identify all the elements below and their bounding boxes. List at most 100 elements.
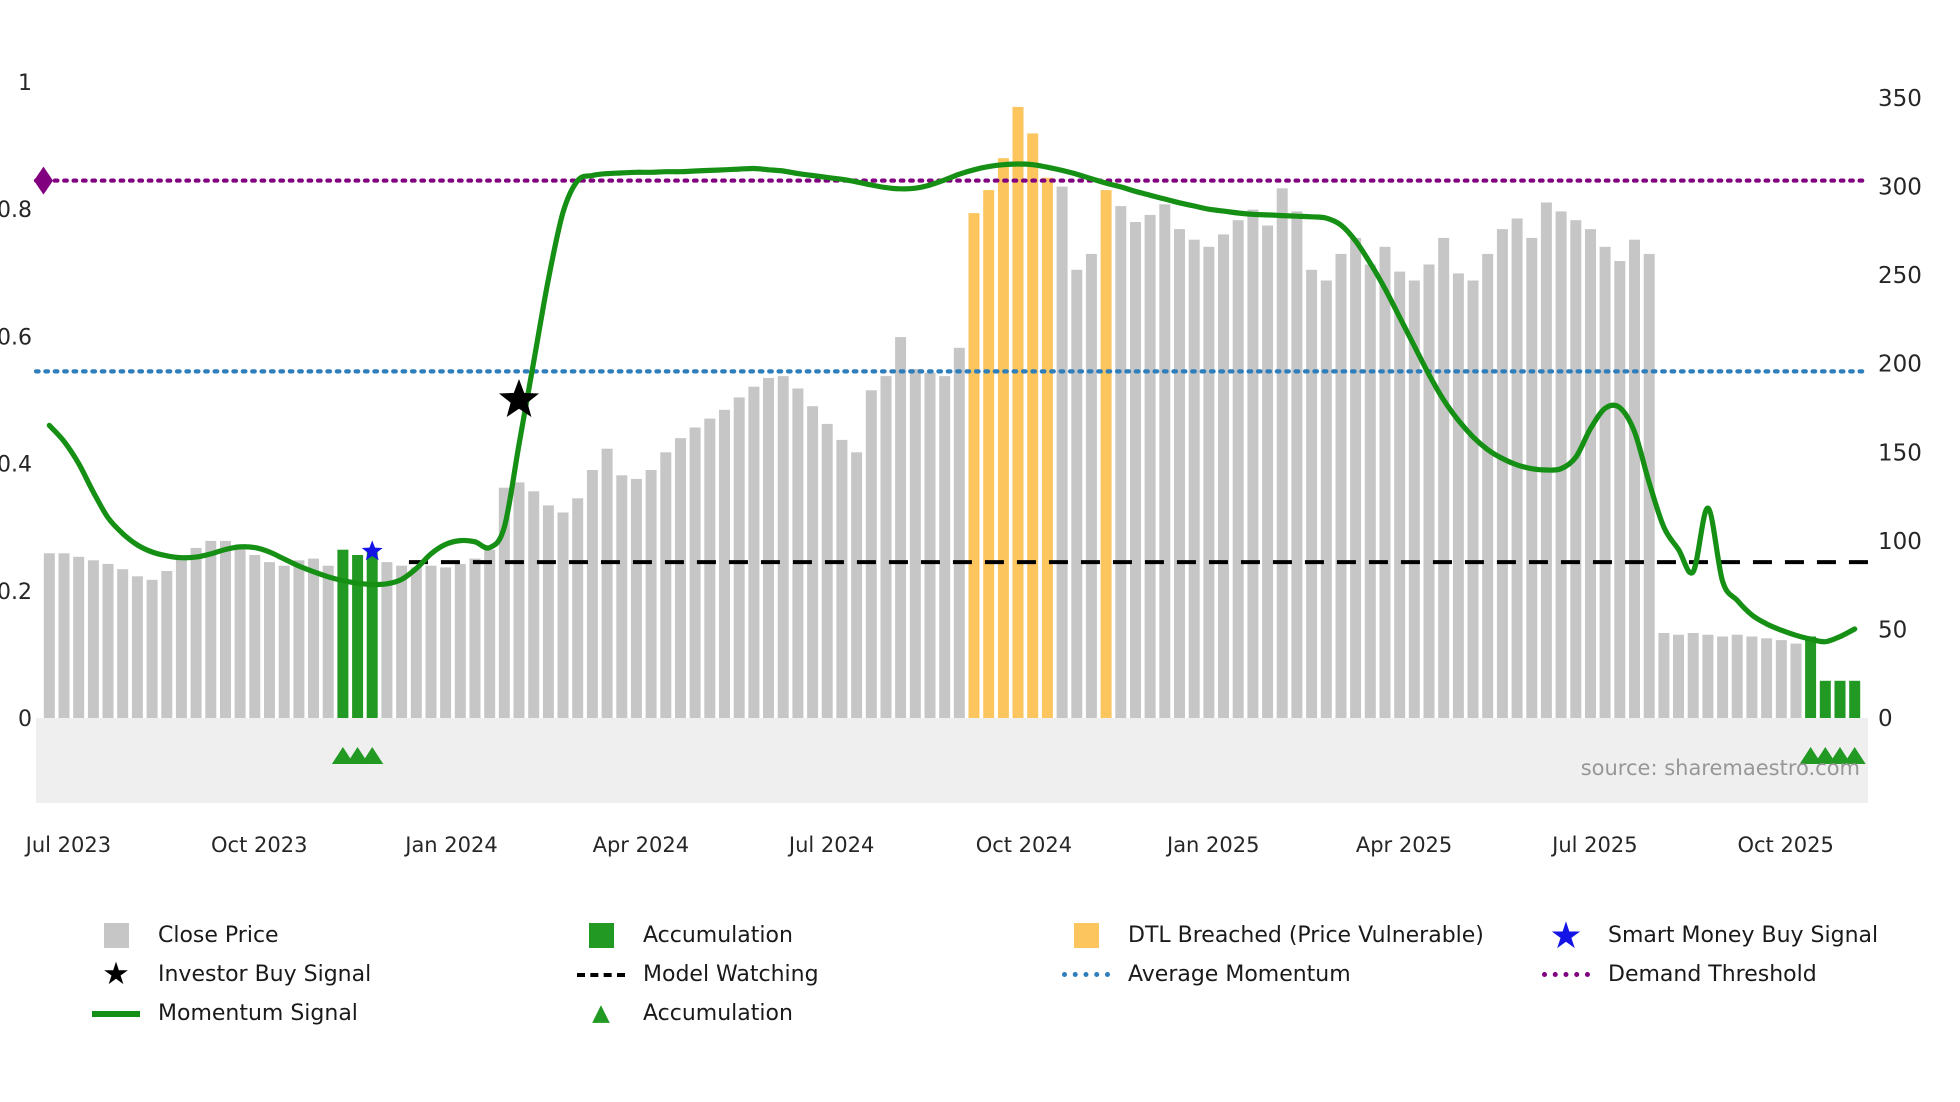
close-price-bar — [528, 491, 540, 718]
accumulation-triangle-icon — [1828, 747, 1851, 764]
close-price-bar — [1570, 220, 1582, 718]
close-price-bar — [807, 406, 819, 718]
close-price-bar — [1673, 634, 1684, 718]
legend-item-investor-buy-signal: ★ Investor Buy Signal — [90, 955, 371, 994]
source-attribution: source: sharemaestro.com — [1580, 756, 1860, 780]
close-price-bar — [953, 347, 965, 718]
close-price-bar — [264, 562, 275, 718]
close-price-bar — [1291, 211, 1303, 718]
close-price-bar — [675, 438, 686, 718]
purple-dotted-line-icon — [1540, 957, 1592, 993]
close-price-bar — [87, 560, 99, 718]
close-price-bar — [425, 565, 437, 718]
accumulation-triangles — [331, 747, 1866, 764]
close-price-bar — [704, 418, 716, 718]
close-price-bar — [308, 558, 319, 718]
close-price-bar — [381, 562, 393, 718]
right-axis-tick-label: 50 — [1878, 617, 1907, 643]
left-axis-tick-label: 0.6 — [0, 325, 32, 350]
close-price-bar — [1320, 280, 1332, 718]
close-price-bar — [58, 553, 70, 718]
chart-canvas: 0 0.2 0.4 0.6 0.8 1 0 50 100 150 200 250 300 350 Jul 2… — [0, 71, 1922, 857]
legend-item-model-watching: Model Watching — [575, 955, 819, 994]
left-axis-tick-label: 0.8 — [0, 198, 32, 223]
x-axis-tick-label: Jul 2025 — [1550, 833, 1637, 857]
close-price-swatch-icon — [90, 918, 142, 954]
close-price-bar — [1452, 273, 1464, 718]
momentum-signal-line — [46, 161, 1858, 645]
right-axis-tick-label: 300 — [1878, 175, 1922, 201]
close-price-bar — [763, 377, 774, 718]
close-price-bar — [924, 372, 936, 718]
green-triangle-icon: ▲ — [592, 1000, 610, 1026]
close-price-bar — [1085, 253, 1097, 718]
close-price-bar — [1482, 253, 1494, 718]
close-price-bar — [190, 547, 202, 718]
x-axis: Jul 2023 Oct 2023 Jan 2024 Apr 2024 Jul 2024… — [24, 833, 1834, 857]
close-price-bar — [733, 397, 745, 718]
accumulation-bar — [337, 549, 349, 718]
close-price-bar — [719, 409, 730, 718]
close-price-bar — [586, 470, 598, 718]
accumulation-bar — [1849, 680, 1861, 718]
legend-column-2: Accumulation Model Watching ▲ Accumulati… — [575, 916, 819, 1033]
accumulation-bar — [1805, 636, 1817, 718]
close-price-bar — [1467, 280, 1479, 718]
right-axis-tick-label: 350 — [1878, 86, 1922, 112]
close-price-bar — [865, 390, 877, 718]
close-price-bar — [513, 482, 525, 718]
close-price-bar — [1585, 229, 1596, 718]
close-price-bar — [645, 470, 657, 718]
close-price-bar — [43, 553, 55, 718]
close-price-bar — [440, 567, 452, 718]
close-price-bar — [146, 579, 158, 718]
close-price-bar — [689, 427, 701, 718]
close-price-bar — [220, 540, 231, 718]
close-price-bar — [131, 576, 143, 718]
accumulation-triangle-icon — [1799, 747, 1822, 764]
orange-square-icon — [1060, 918, 1112, 954]
close-price-bar — [322, 565, 334, 718]
close-price-bar — [616, 475, 628, 718]
close-price-bar — [1599, 246, 1611, 719]
right-axis-tick-label: 250 — [1878, 263, 1922, 289]
close-price-bar — [542, 505, 554, 718]
close-price-bar — [851, 452, 863, 718]
legend-column-3: DTL Breached (Price Vulnerable) Average … — [1060, 916, 1484, 994]
black-dash-icon — [575, 957, 627, 993]
legend-item-close-price: Close Price — [90, 916, 371, 955]
close-price-bar — [498, 487, 510, 718]
x-axis-tick-label: Jul 2024 — [787, 833, 874, 857]
close-price-bar — [117, 569, 129, 718]
x-axis-tick-label: Apr 2025 — [1356, 833, 1452, 857]
smart-money-buy-signal-marker — [361, 540, 383, 561]
dtl-breached-bar — [1012, 106, 1024, 718]
close-price-bar — [1555, 211, 1567, 718]
close-price-bar — [777, 376, 789, 718]
close-price-bar — [748, 386, 760, 718]
close-price-bar — [1364, 264, 1376, 718]
close-price-bar — [1056, 186, 1068, 719]
close-price-bar — [1614, 261, 1626, 718]
close-price-bar — [73, 556, 85, 718]
close-price-bar — [1394, 271, 1406, 718]
close-price-bar — [909, 369, 921, 718]
blue-star-icon: ★ — [1549, 914, 1583, 957]
close-price-bar — [1717, 636, 1729, 718]
close-price-bar — [895, 337, 907, 718]
x-axis-tick-label: Oct 2024 — [976, 833, 1072, 857]
legend-item-momentum-signal: Momentum Signal — [90, 994, 371, 1033]
close-price-bar — [1540, 202, 1552, 718]
legend-column-4: ★ Smart Money Buy Signal Demand Threshol… — [1540, 916, 1878, 994]
chart-legend: Close Price ★ Investor Buy Signal Moment… — [0, 916, 1960, 1086]
close-price-bar — [1159, 204, 1171, 719]
left-axis-tick-label: 0 — [18, 707, 32, 732]
close-price-bar — [792, 388, 804, 718]
accumulation-bar — [352, 555, 364, 718]
close-price-bar — [1438, 237, 1450, 718]
close-price-bar — [1761, 638, 1773, 718]
close-price-bar — [557, 512, 569, 718]
close-price-bar — [1511, 218, 1523, 718]
accumulation-triangle-icon — [361, 747, 384, 764]
close-price-bar — [396, 565, 408, 718]
